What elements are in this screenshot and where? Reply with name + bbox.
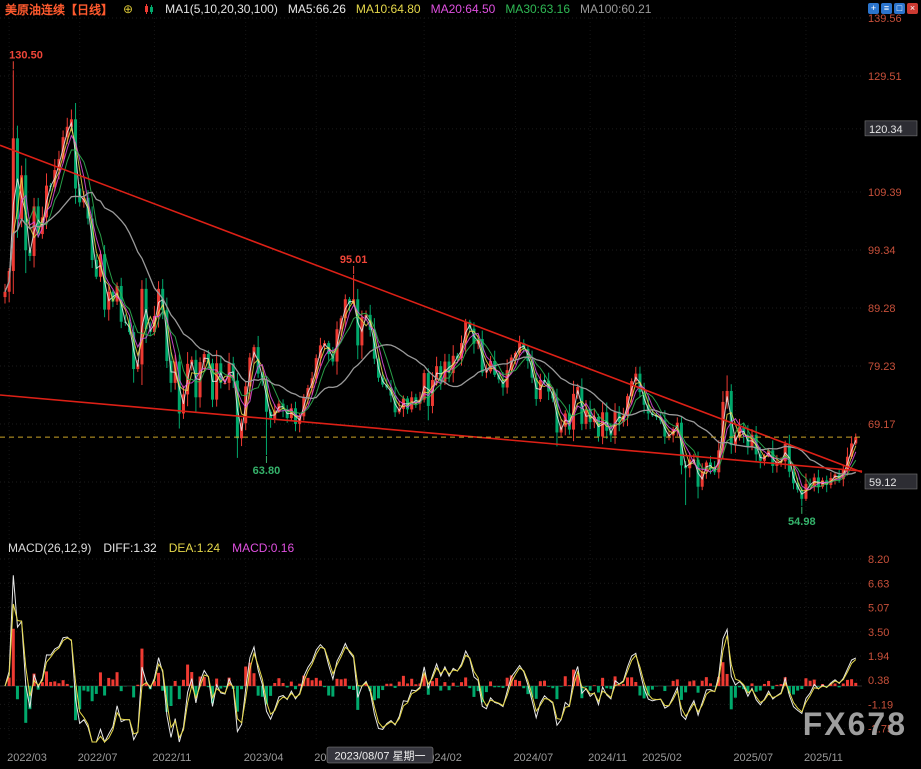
price-annotation: 95.01	[340, 254, 368, 266]
macd-axis-label: -2.75	[868, 724, 893, 736]
x-axis-label: 2024/07	[513, 752, 553, 764]
y-axis-label: 89.28	[868, 303, 896, 315]
x-axis-label: 2022/07	[78, 752, 118, 764]
expand-icon[interactable]: ⊕	[123, 2, 134, 16]
macd-dea-value: DEA:1.24	[168, 541, 221, 555]
y-axis-label: 129.51	[868, 71, 902, 83]
price-annotation: 54.98	[788, 516, 816, 528]
dea-line	[4, 603, 857, 743]
macd-axis-label: 5.07	[868, 602, 889, 614]
ma-line	[4, 134, 857, 490]
y-axis-label: 69.17	[868, 419, 896, 431]
macd-axis-label: 6.63	[868, 578, 889, 590]
x-axis-label: 2022/03	[7, 752, 47, 764]
ma10-value: MA10:64.80	[355, 2, 421, 16]
macd-histogram	[4, 575, 858, 744]
macd-hist-value: MACD:0.16	[232, 541, 295, 555]
grid-icon[interactable]: ≡	[881, 3, 892, 14]
ma-line	[4, 125, 857, 492]
ma-lines	[4, 121, 857, 495]
macd-axis-label: 1.94	[868, 651, 889, 663]
macd-diff-value: DIFF:1.32	[103, 541, 157, 555]
zoom-icon[interactable]: +	[868, 3, 879, 14]
ma-settings-label[interactable]: MA1(5,10,20,30,100)	[165, 2, 278, 16]
y-axis-marker-label: 59.12	[869, 477, 897, 489]
macd-axis-label: 3.50	[868, 627, 889, 639]
ma100-value: MA100:60.21	[580, 2, 652, 16]
y-axis-marker-box	[864, 473, 918, 490]
macd-axis-label: 0.38	[868, 675, 889, 687]
price-annotation: 130.50	[9, 49, 43, 61]
x-axis-label: 2024/11	[588, 752, 627, 764]
macd-axis-label: -1.19	[868, 699, 893, 711]
crosshair-date-label: 2023/08/07 星期一	[334, 750, 425, 763]
ma20-value: MA20:64.50	[430, 2, 496, 16]
window-controls: + ≡ □ ×	[868, 3, 918, 14]
y-axis-label: 99.34	[868, 245, 896, 257]
macd-params[interactable]: MACD(26,12,9)	[8, 541, 92, 555]
diff-line	[4, 575, 857, 744]
crosshair-date-box	[326, 746, 434, 764]
ma5-value: MA5:66.26	[287, 2, 346, 16]
x-axis-label: 2025/07	[733, 752, 773, 764]
close-icon[interactable]: ×	[907, 3, 918, 14]
x-axis-label: 2025/02	[642, 752, 682, 764]
candlestick-icon	[145, 4, 154, 14]
instrument-title[interactable]: 美原油连续【日线】	[5, 2, 114, 17]
trendline	[0, 144, 863, 474]
ma30-value: MA30:63.16	[505, 2, 571, 16]
ma-line	[4, 149, 857, 488]
watermark: FX678	[802, 706, 907, 742]
y-axis-marker-label: 120.34	[869, 124, 903, 136]
new-window-icon[interactable]: □	[894, 3, 905, 14]
x-axis-label: 2022/11	[152, 752, 191, 764]
macd-header: MACD(26,12,9) DIFF:1.32 DEA:1.24 MACD:0.…	[8, 541, 294, 555]
price-annotation: 63.80	[253, 465, 281, 477]
trendlines[interactable]	[0, 144, 863, 474]
x-axis-label: 2023/04	[244, 752, 284, 764]
ma-line	[4, 191, 857, 475]
x-axis-label: 2025/11	[804, 752, 843, 764]
y-axis-marker-box	[864, 120, 918, 137]
chart-header: 美原油连续【日线】 ⊕ MA1(5,10,20,30,100) MA5:66.2…	[0, 0, 921, 18]
y-axis-label: 109.39	[868, 187, 902, 199]
annotations: 130.50 95.01 63.80 54.98	[9, 49, 815, 528]
y-axis-label: 79.23	[868, 361, 896, 373]
macd-axis-label: 8.20	[868, 554, 889, 566]
candlestick-series[interactable]	[3, 70, 858, 506]
y-axis-label: 139.56	[868, 13, 902, 25]
axis-labels: 139.56 129.51 109.39 99.34 89.28 79.23 69.17 12…	[7, 13, 918, 764]
trendline	[0, 394, 863, 472]
